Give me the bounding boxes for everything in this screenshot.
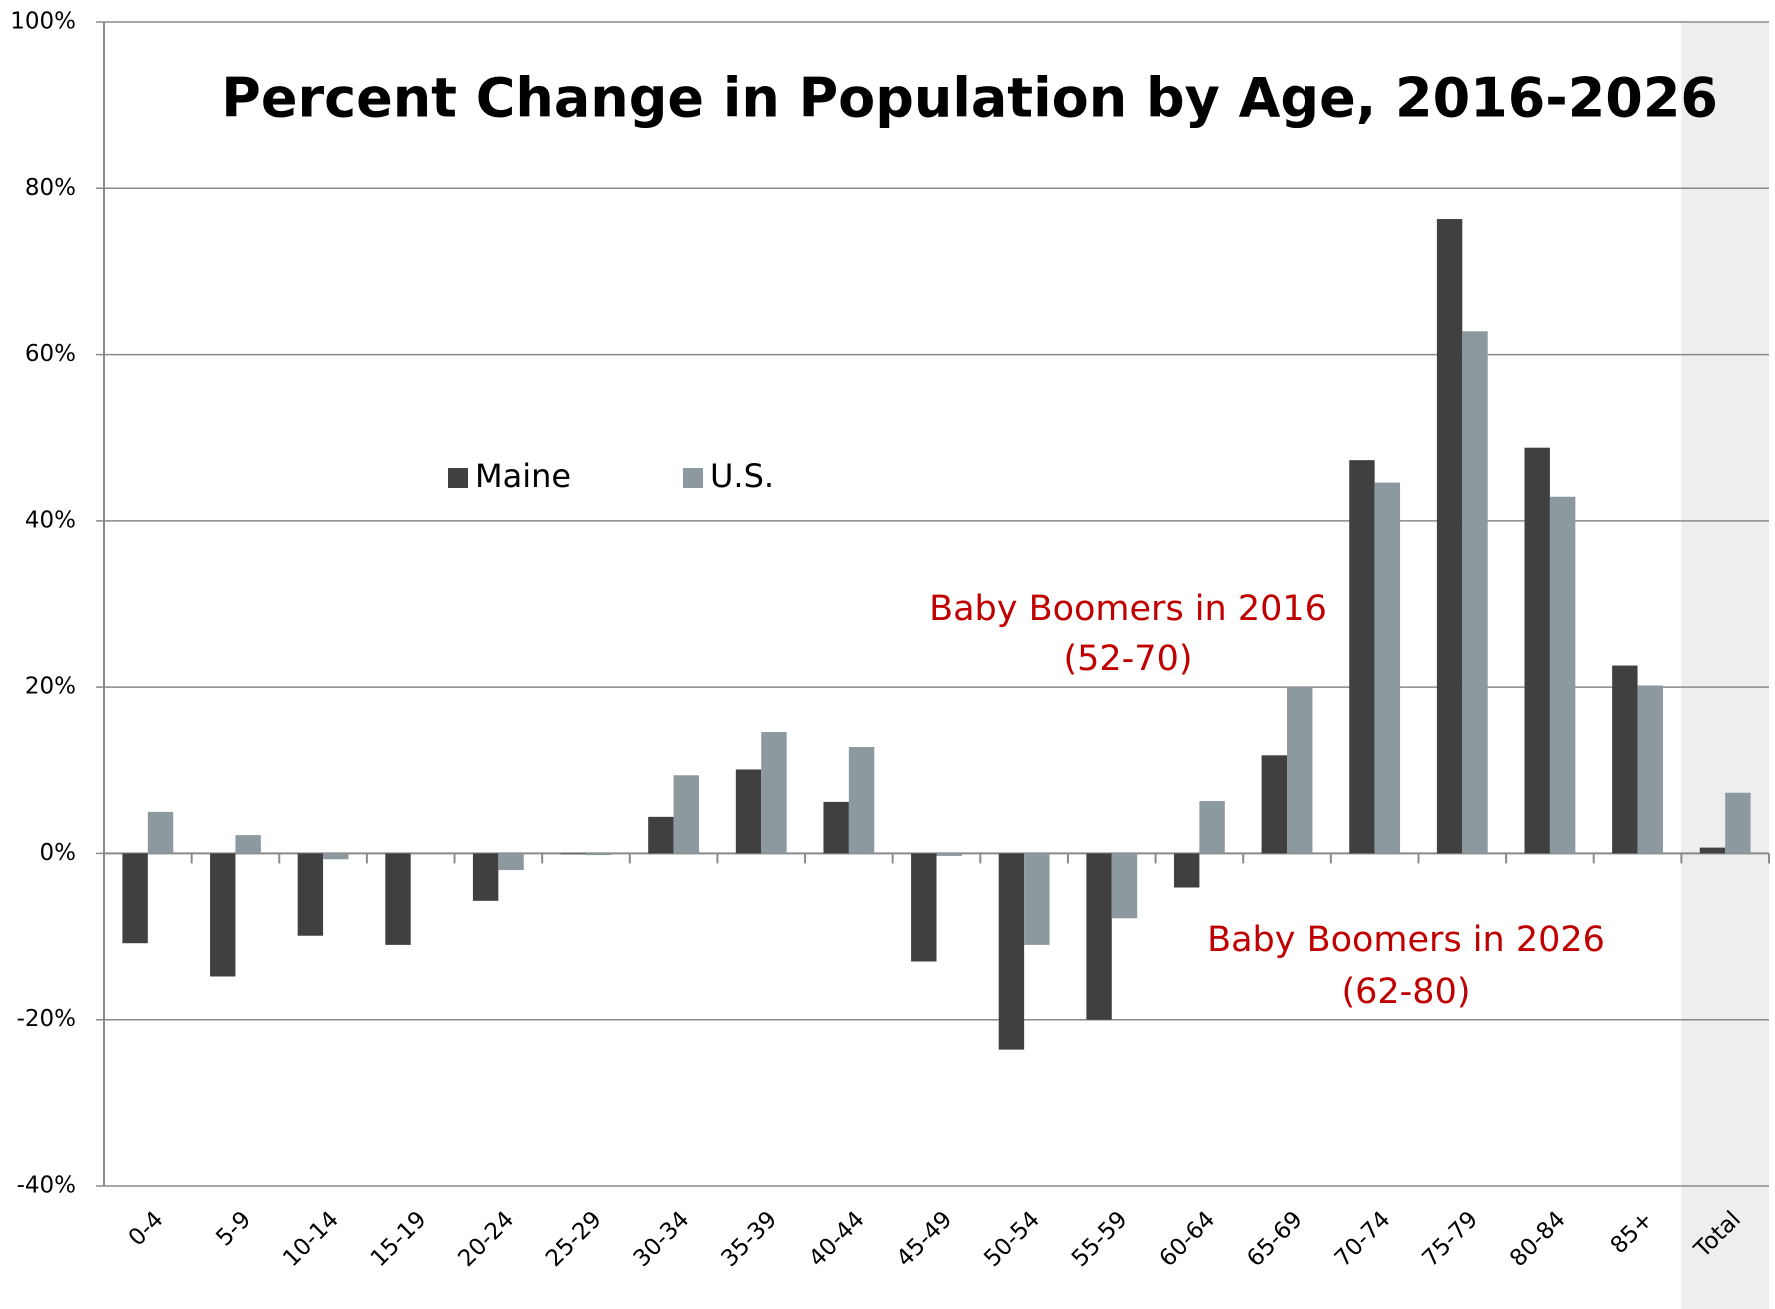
bar bbox=[735, 769, 762, 854]
bar bbox=[1086, 853, 1112, 1020]
annotation: Baby Boomers in 2016 bbox=[929, 589, 1327, 629]
bar bbox=[1637, 685, 1663, 854]
y-tick-label: 100% bbox=[10, 9, 76, 35]
legend-swatch bbox=[683, 468, 703, 488]
bar bbox=[1199, 801, 1225, 854]
x-tick-label: 10-14 bbox=[278, 1206, 344, 1272]
x-tick-label: 45-49 bbox=[892, 1206, 958, 1272]
bar bbox=[998, 853, 1025, 1050]
annotation: (52-70) bbox=[1063, 639, 1192, 679]
annotation: (62-80) bbox=[1341, 972, 1470, 1012]
bar bbox=[1612, 665, 1638, 854]
y-tick-label: 20% bbox=[25, 674, 76, 700]
y-tick-label: 60% bbox=[25, 341, 76, 367]
bar bbox=[911, 853, 937, 962]
x-tick-label: 70-74 bbox=[1330, 1206, 1396, 1272]
bar bbox=[1374, 482, 1401, 854]
bar bbox=[1699, 847, 1726, 854]
bar bbox=[1111, 853, 1138, 919]
bar bbox=[585, 853, 612, 856]
bar bbox=[823, 801, 849, 854]
chart-title: Percent Change in Population by Age, 201… bbox=[221, 67, 1718, 130]
bar bbox=[560, 853, 586, 855]
bar bbox=[323, 853, 349, 860]
x-tick-label: 15-19 bbox=[366, 1206, 432, 1272]
x-tick-label: 65-69 bbox=[1242, 1206, 1308, 1272]
bar bbox=[1287, 687, 1313, 854]
y-tick-label: 0% bbox=[40, 840, 77, 866]
bar bbox=[848, 747, 875, 854]
bar bbox=[1261, 755, 1288, 854]
x-tick-label: 20-24 bbox=[454, 1206, 520, 1272]
x-tick-label: 30-34 bbox=[629, 1206, 695, 1272]
x-tick-label: 40-44 bbox=[804, 1206, 870, 1272]
bar bbox=[1436, 219, 1463, 854]
highlight-band bbox=[1681, 22, 1769, 1309]
annotation: Baby Boomers in 2026 bbox=[1207, 920, 1605, 960]
x-tick-label: 85+ bbox=[1606, 1206, 1659, 1259]
bar bbox=[472, 853, 499, 901]
x-tick-label: 80-84 bbox=[1505, 1206, 1571, 1272]
bar bbox=[1173, 853, 1200, 888]
legend-label: U.S. bbox=[710, 457, 774, 495]
y-tick-label: -20% bbox=[17, 1006, 76, 1032]
legend-swatch bbox=[448, 468, 468, 488]
bar bbox=[498, 853, 524, 871]
bar bbox=[1549, 496, 1576, 854]
bar bbox=[1524, 447, 1550, 854]
bar bbox=[235, 835, 261, 854]
bar bbox=[936, 853, 962, 856]
bar bbox=[385, 853, 411, 945]
bar bbox=[1024, 853, 1050, 945]
x-tick-label: 75-79 bbox=[1417, 1206, 1483, 1272]
bar bbox=[122, 853, 148, 944]
x-tick-label: 5-9 bbox=[211, 1206, 256, 1251]
x-tick-label: 60-64 bbox=[1155, 1206, 1221, 1272]
x-tick-label: 50-54 bbox=[979, 1206, 1045, 1272]
bar bbox=[673, 775, 700, 854]
y-tick-label: -40% bbox=[17, 1173, 76, 1199]
bar bbox=[648, 816, 674, 854]
bar bbox=[147, 811, 174, 854]
x-tick-label: 55-59 bbox=[1067, 1206, 1133, 1272]
bar bbox=[297, 853, 324, 936]
bar bbox=[1725, 792, 1751, 854]
y-tick-label: 80% bbox=[25, 175, 76, 201]
x-tick-label: 0-4 bbox=[124, 1206, 169, 1251]
x-tick-label: 35-39 bbox=[716, 1206, 782, 1272]
y-tick-label: 40% bbox=[25, 507, 76, 533]
bar bbox=[761, 732, 787, 854]
bar bbox=[1462, 331, 1488, 854]
bar bbox=[210, 853, 236, 977]
bar bbox=[1349, 460, 1375, 854]
legend-label: Maine bbox=[475, 457, 571, 495]
x-tick-label: 25-29 bbox=[541, 1206, 607, 1272]
